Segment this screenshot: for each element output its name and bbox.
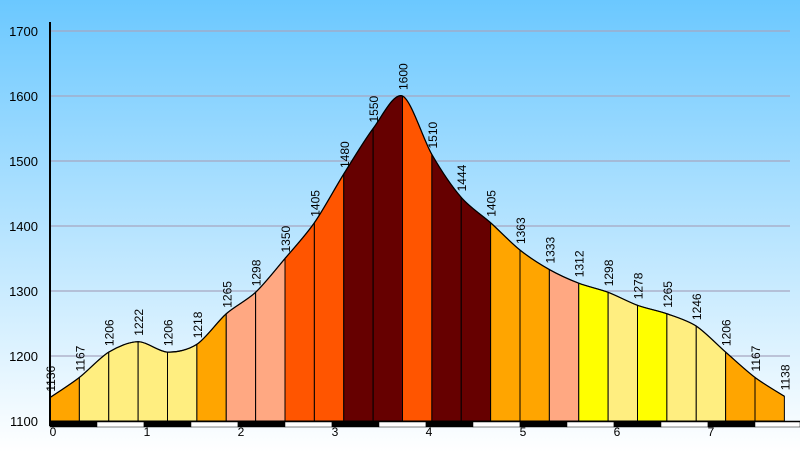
elevation-label: 1206 xyxy=(720,319,734,346)
elevation-segment xyxy=(519,249,550,422)
scale-bar-segment xyxy=(96,421,145,428)
elevation-label: 1510 xyxy=(426,121,440,148)
elevation-segment xyxy=(666,313,697,422)
scale-bar-segment xyxy=(754,421,800,428)
elevation-label: 1222 xyxy=(132,309,146,336)
y-tick-label: 1500 xyxy=(9,154,38,169)
elevation-label: 1350 xyxy=(279,225,293,252)
y-tick-label: 1700 xyxy=(9,24,38,39)
scale-bar-segment xyxy=(613,421,662,428)
elevation-segment xyxy=(343,127,374,422)
elevation-label: 1218 xyxy=(191,311,205,338)
elevation-label: 1246 xyxy=(690,293,704,320)
elevation-label: 1405 xyxy=(308,190,322,217)
y-tick-label: 1100 xyxy=(10,414,38,429)
elevation-segment xyxy=(108,341,139,422)
elevation-area xyxy=(49,95,785,422)
elevation-label: 1265 xyxy=(661,281,675,308)
scale-bar-segment xyxy=(566,421,615,428)
elevation-segment xyxy=(490,221,521,422)
scale-bar-segment xyxy=(190,421,239,428)
elevation-label: 1278 xyxy=(632,272,646,299)
elevation-segment xyxy=(167,343,198,422)
x-tick-label: 1 xyxy=(144,425,151,439)
elevation-label: 1550 xyxy=(367,95,381,122)
elevation-label: 1405 xyxy=(485,190,499,217)
elevation-label: 1298 xyxy=(250,259,264,286)
elevation-segment xyxy=(607,291,638,422)
elevation-label: 1444 xyxy=(455,164,469,191)
elevation-segment xyxy=(548,268,580,422)
elevation-label: 1138 xyxy=(778,364,792,390)
x-tick-label: 3 xyxy=(332,425,339,439)
scale-bar-segment xyxy=(331,421,380,428)
elevation-segment xyxy=(460,196,492,422)
scale-bar-segment xyxy=(49,421,98,428)
scale-bar-segment xyxy=(707,421,756,428)
y-tick-label: 1200 xyxy=(9,349,38,364)
elevation-segment xyxy=(431,152,462,422)
y-tick-label: 1600 xyxy=(9,89,38,104)
x-tick-label: 0 xyxy=(50,425,57,439)
elevation-label: 1298 xyxy=(602,259,616,286)
elevation-segment xyxy=(637,304,668,422)
scale-bar-segment xyxy=(472,421,521,428)
elevation-segment xyxy=(137,341,168,422)
scale-bar-segment xyxy=(284,421,333,428)
elevation-label: 1363 xyxy=(514,217,528,244)
elevation-label: 1206 xyxy=(103,319,117,346)
scale-bar-segment xyxy=(425,421,474,428)
elevation-label: 1206 xyxy=(162,319,176,346)
profile-line xyxy=(49,95,785,399)
y-tick-label: 1300 xyxy=(9,284,38,299)
x-tick-label: 2 xyxy=(238,425,245,439)
scale-bar-segment xyxy=(660,421,709,428)
x-tick-label: 7 xyxy=(708,425,715,439)
axes: 1100 1200 1300 1400 1500 1600 1700 0 1 2 3 4 5 6 7 xyxy=(9,22,800,439)
x-tick-label: 6 xyxy=(614,425,621,439)
x-tick-label: 4 xyxy=(426,425,433,439)
elevation-segment xyxy=(225,291,257,422)
elevation-label: 1312 xyxy=(573,250,587,277)
elevation-label: 1333 xyxy=(543,237,557,264)
scale-bar-segment xyxy=(143,421,192,428)
scale-bar-segment xyxy=(378,421,427,428)
elevation-label: 1167 xyxy=(749,345,763,371)
elevation-label: 1265 xyxy=(220,281,234,308)
scale-bar-segment xyxy=(237,421,286,428)
scale-bar-segment xyxy=(519,421,568,428)
elevation-label: 1480 xyxy=(338,141,352,168)
elevation-segment xyxy=(372,95,403,422)
y-tick-label: 1400 xyxy=(9,219,38,234)
x-tick-label: 5 xyxy=(520,425,527,439)
elevation-label: 1167 xyxy=(73,345,87,371)
data-labels: 1136116712061222120612181265129813501405… xyxy=(44,63,792,392)
elevation-segment xyxy=(578,282,609,422)
elevation-outline xyxy=(49,95,785,399)
elevation-label: 1600 xyxy=(397,63,411,90)
